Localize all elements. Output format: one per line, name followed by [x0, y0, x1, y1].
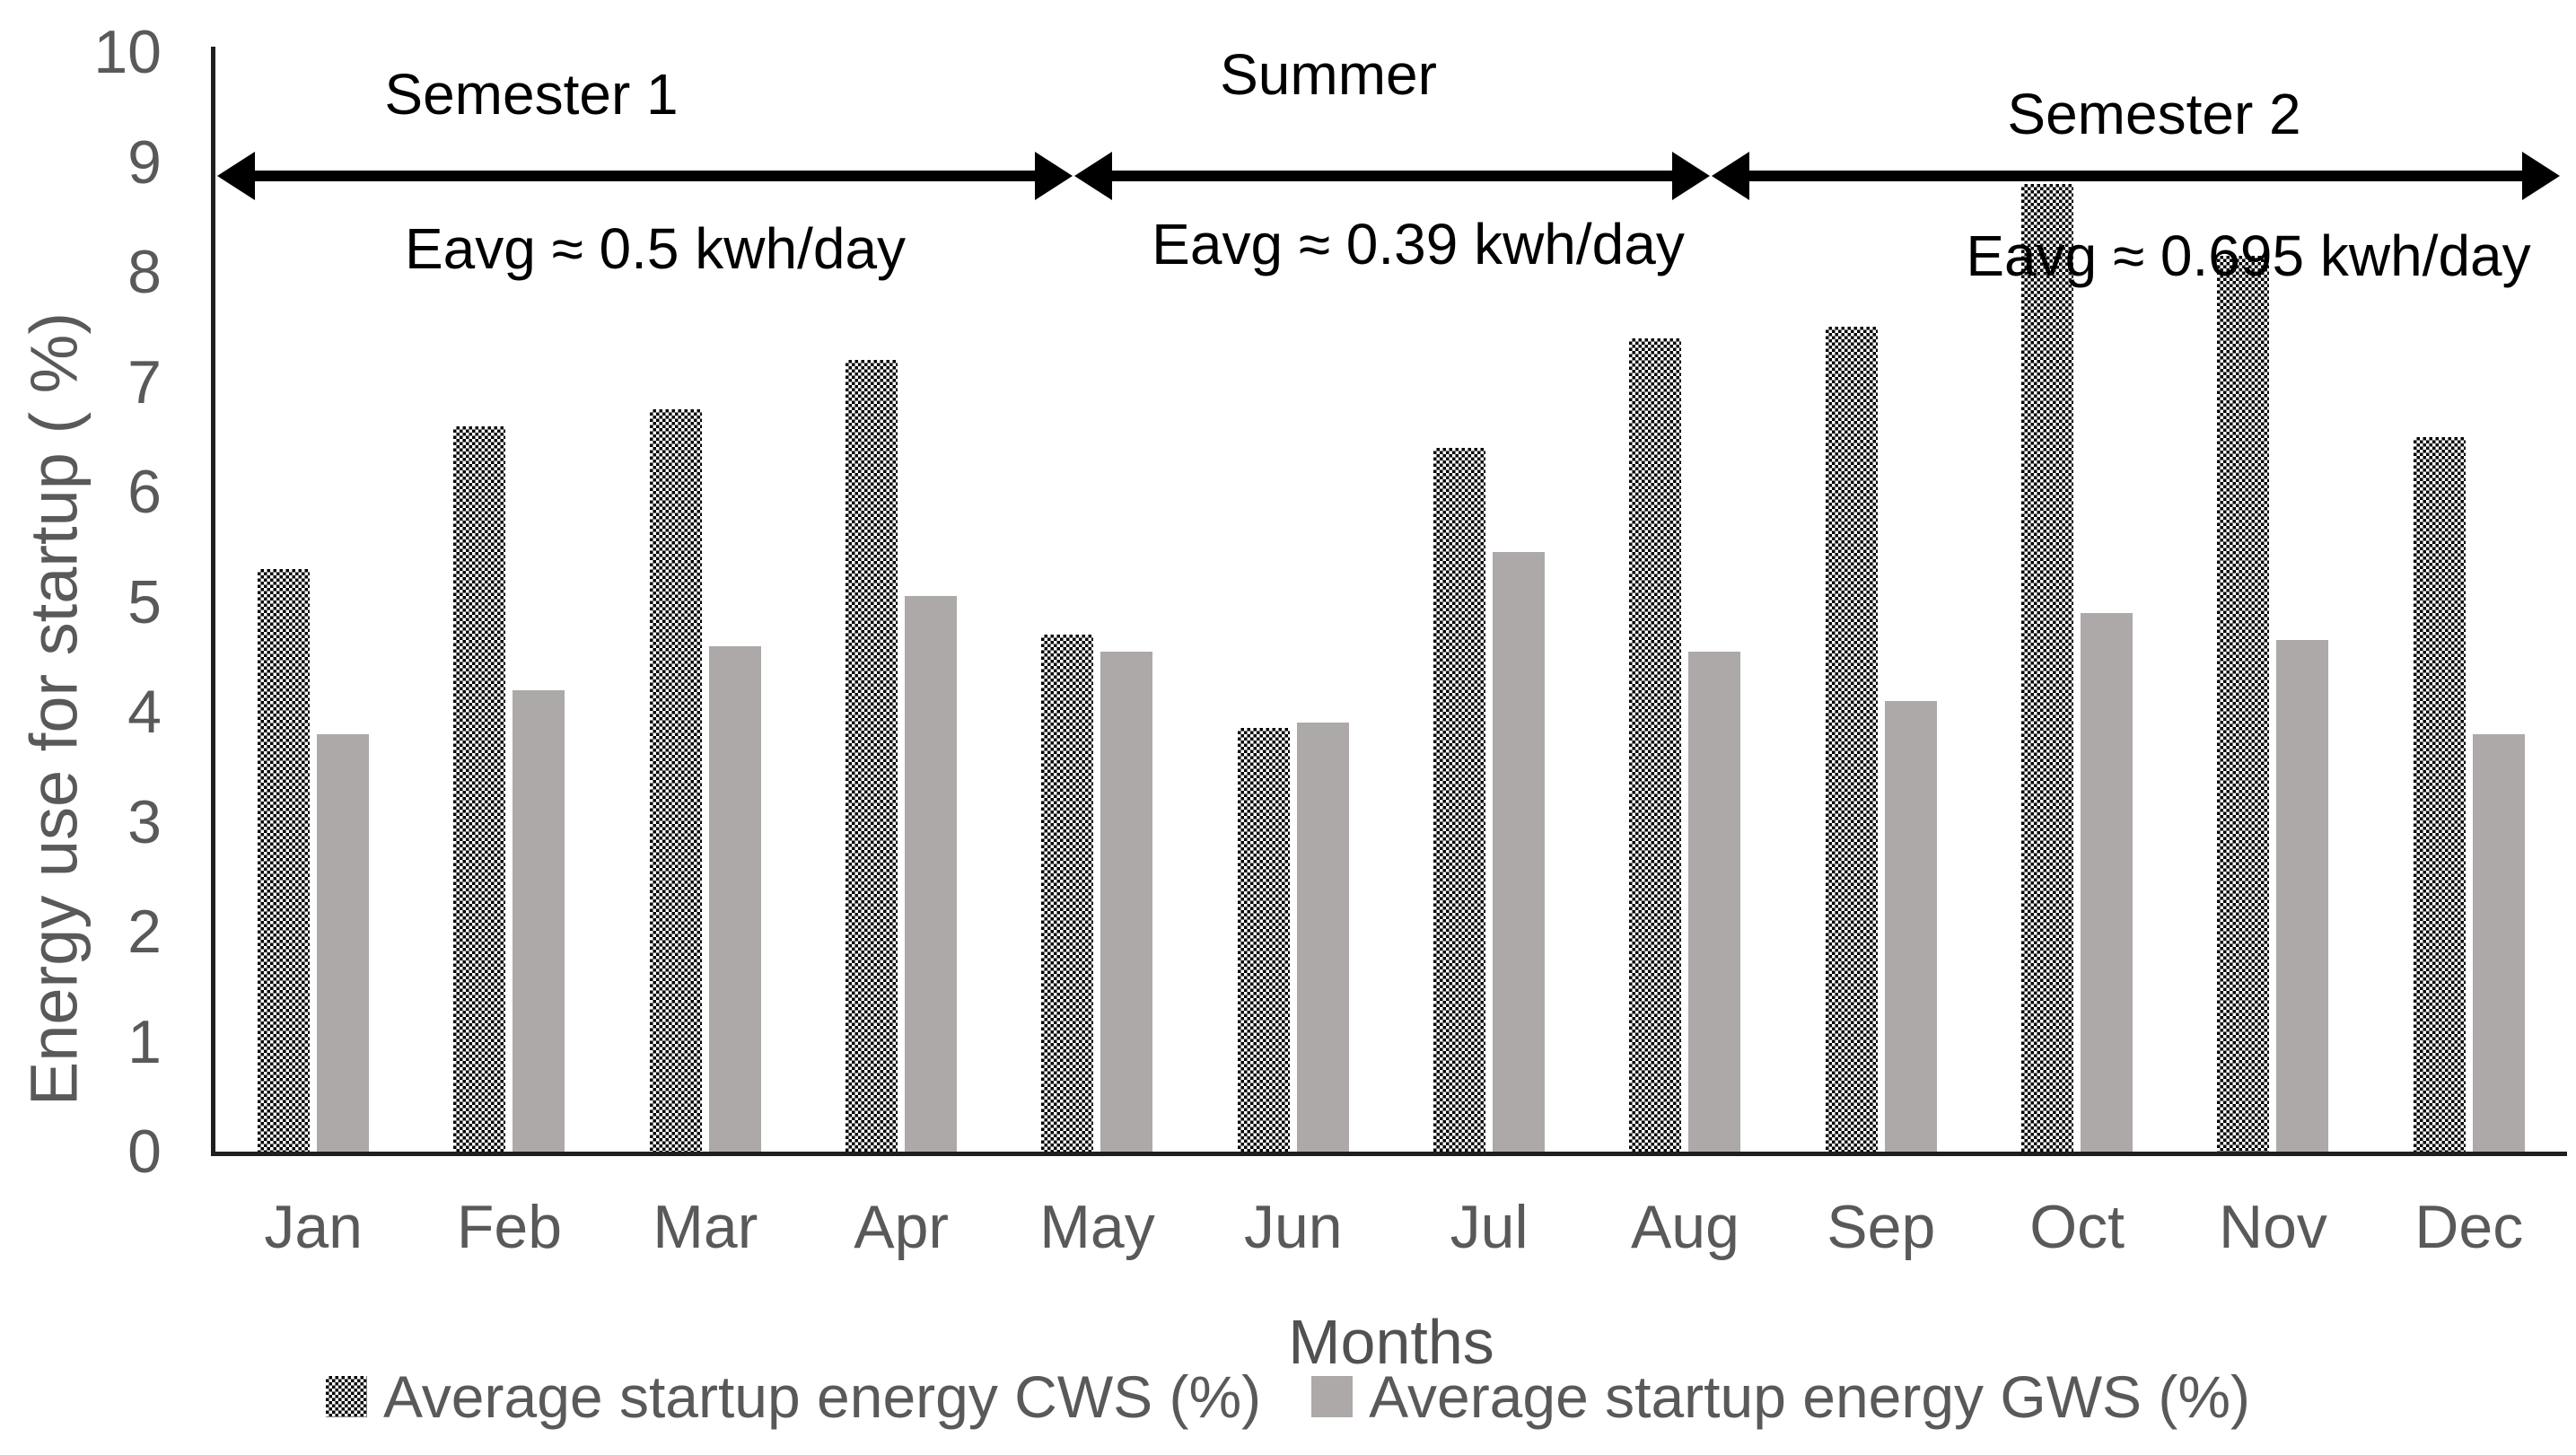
bar-group-Mar — [608, 52, 803, 1152]
bar-group-Nov — [2175, 52, 2370, 1152]
bar-cws-Feb — [453, 425, 506, 1152]
y-axis-tick-labels: 0 1 2 3 4 5 6 7 8 9 10 — [0, 0, 162, 1455]
y-tick-8: 8 — [127, 238, 162, 306]
bar-group-Feb — [411, 52, 607, 1152]
x-tick-Apr: Apr — [854, 1193, 950, 1261]
x-tick-Nov: Nov — [2218, 1193, 2327, 1261]
x-axis-title: Months — [1288, 1307, 1494, 1377]
y-tick-3: 3 — [127, 787, 162, 856]
bar-gws-Oct — [2081, 612, 2134, 1152]
semester2-span-arrow — [1712, 152, 2560, 200]
legend-label-gws: Average startup energy GWS (%) — [1369, 1363, 2251, 1430]
x-tick-Dec: Dec — [2414, 1193, 2524, 1261]
semester1-eavg-annotation: Eavg ≈ 0.5 kwh/day — [404, 216, 907, 281]
summer-eavg-annotation: Eavg ≈ 0.39 kwh/day — [1152, 212, 1685, 276]
bar-group-Jul — [1391, 52, 1587, 1152]
x-tick-Feb: Feb — [456, 1193, 563, 1261]
legend-item-gws: Average startup energy GWS (%) — [1311, 1363, 2250, 1431]
y-tick-2: 2 — [127, 898, 162, 966]
y-tick-10: 10 — [93, 18, 162, 86]
cws-pattern-swatch-icon — [325, 1376, 367, 1417]
x-tick-Oct: Oct — [2029, 1193, 2125, 1261]
bar-gws-Aug — [1688, 651, 1741, 1152]
bar-group-Dec — [2371, 52, 2567, 1152]
bar-cws-Sep — [1825, 327, 1878, 1152]
x-axis-tick-labels: Jan Feb Mar Apr May Jun Jul Aug Sep Oct Nov Dec — [215, 1192, 2567, 1262]
y-tick-9: 9 — [127, 127, 162, 197]
semester2-eavg-annotation: Eavg ≈ 0.695 kwh/day — [1966, 224, 2531, 288]
bar-cws-Dec — [2413, 436, 2466, 1152]
bar-gws-Feb — [513, 689, 565, 1152]
bar-cws-Aug — [1629, 337, 1682, 1152]
bar-gws-May — [1100, 651, 1153, 1152]
semester1-span-arrow — [217, 152, 1073, 200]
x-axis-line — [211, 1152, 2567, 1156]
bar-gws-Mar — [708, 645, 761, 1152]
x-tick-Jan: Jan — [264, 1193, 363, 1261]
bar-cws-Apr — [846, 360, 898, 1152]
y-axis-line — [211, 47, 215, 1156]
y-tick-5: 5 — [127, 567, 162, 636]
bar-cws-Jun — [1237, 728, 1290, 1152]
y-tick-6: 6 — [127, 458, 162, 526]
x-tick-Mar: Mar — [653, 1193, 758, 1261]
summer-span-arrow — [1074, 152, 1710, 200]
bar-group-Oct — [1979, 52, 2175, 1152]
bar-group-Sep — [1783, 52, 1979, 1152]
bar-cws-Mar — [649, 409, 702, 1152]
legend-label-cws: Average startup energy CWS (%) — [382, 1363, 1262, 1430]
bar-cws-Jan — [258, 568, 311, 1152]
bar-gws-Nov — [2276, 640, 2329, 1152]
bar-group-Jun — [1196, 52, 1391, 1152]
bar-cws-Oct — [2021, 184, 2074, 1152]
bar-group-Jan — [215, 52, 411, 1152]
y-tick-7: 7 — [127, 347, 162, 416]
y-tick-0: 0 — [127, 1118, 162, 1186]
bar-gws-Jul — [1493, 552, 1546, 1152]
bar-gws-Jun — [1296, 723, 1349, 1152]
x-tick-Sep: Sep — [1827, 1193, 1936, 1261]
summer-label: Summer — [1220, 42, 1437, 107]
y-tick-4: 4 — [127, 678, 162, 746]
bar-gws-Sep — [1884, 700, 1937, 1152]
bar-group-Apr — [803, 52, 999, 1152]
bar-gws-Dec — [2472, 733, 2525, 1152]
x-tick-Aug: Aug — [1630, 1193, 1739, 1261]
legend-item-cws: Average startup energy CWS (%) — [325, 1363, 1262, 1431]
bar-group-Aug — [1587, 52, 1783, 1152]
semester1-label: Semester 1 — [384, 62, 679, 127]
x-tick-May: May — [1039, 1193, 1155, 1261]
bar-group-May — [999, 52, 1195, 1152]
legend: Average startup energy CWS (%) Average s… — [0, 1363, 2576, 1431]
y-tick-1: 1 — [127, 1007, 162, 1076]
x-tick-Jul: Jul — [1450, 1193, 1529, 1261]
x-tick-Jun: Jun — [1243, 1193, 1343, 1261]
bar-cws-Jul — [1433, 448, 1486, 1152]
bar-gws-Jan — [317, 733, 370, 1152]
semester2-label: Semester 2 — [2007, 82, 2301, 146]
bar-cws-May — [1041, 635, 1094, 1152]
bar-gws-Apr — [905, 596, 958, 1152]
plot-area — [215, 52, 2567, 1152]
bar-cws-Nov — [2217, 255, 2270, 1152]
gws-solid-swatch-icon — [1311, 1376, 1354, 1417]
